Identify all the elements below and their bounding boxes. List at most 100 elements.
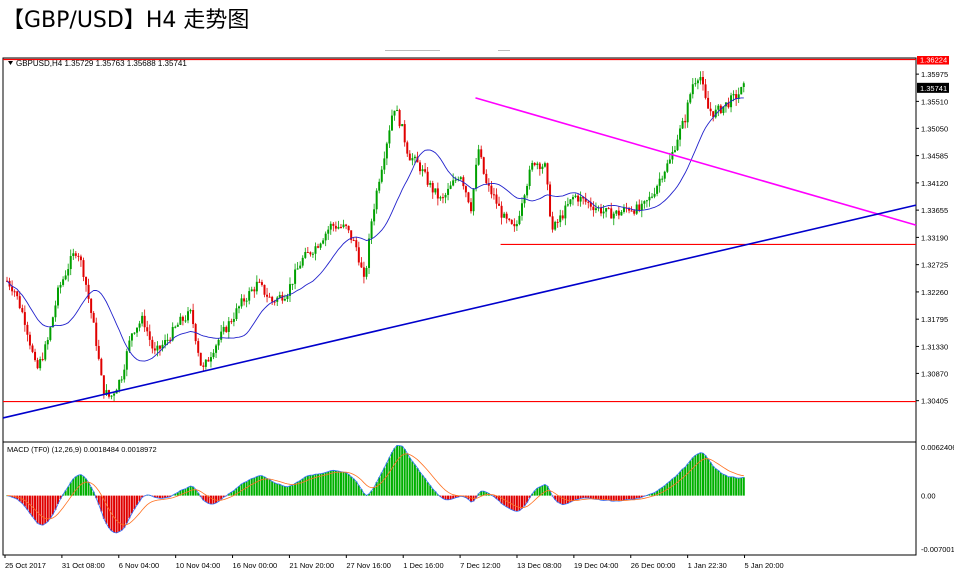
macd-bar [390, 452, 393, 496]
macd-bar [248, 479, 251, 496]
macd-bar [541, 485, 544, 496]
dropdown-icon[interactable] [8, 61, 13, 65]
candle-body [472, 188, 475, 212]
candle-body [176, 324, 179, 327]
candle-body [459, 177, 462, 180]
macd-bar [413, 464, 416, 496]
macd-bar [467, 495, 470, 500]
macd-bar [727, 476, 730, 496]
candle-body [373, 209, 376, 222]
candle-body [615, 210, 618, 214]
candle-body [169, 339, 172, 341]
candle-body [424, 169, 427, 172]
macd-bar [449, 495, 452, 500]
macd-bar [671, 478, 674, 496]
candle-body [538, 163, 541, 170]
candle-body [740, 87, 743, 95]
candle-body [260, 282, 263, 285]
macd-bar [388, 457, 391, 496]
candle-body [217, 339, 220, 346]
candle-body [319, 243, 322, 248]
macd-bar [605, 495, 608, 501]
candle-body [146, 327, 149, 332]
candle-body [701, 77, 704, 85]
macd-bar [49, 495, 52, 519]
macd-bar [689, 460, 692, 496]
candle-body [209, 357, 212, 362]
macd-bar [424, 478, 427, 496]
macd-bar [125, 495, 128, 524]
macd-bar [375, 482, 378, 496]
candle-body [271, 296, 274, 302]
macd-bar [480, 491, 483, 496]
candle-body [464, 186, 467, 193]
candle-body [651, 196, 654, 198]
candle-body [441, 197, 444, 199]
macd-bar [701, 453, 704, 496]
candle-body [510, 220, 513, 224]
candle-body [44, 344, 47, 360]
macd-bar [90, 486, 93, 496]
time-tick-label: 21 Nov 20:00 [289, 561, 334, 570]
macd-bar [635, 495, 638, 499]
macd-bar [475, 495, 478, 498]
macd-bar [240, 483, 243, 496]
macd-bar [41, 495, 44, 526]
macd-bar [444, 495, 447, 500]
trendline-ascending [2, 204, 917, 419]
candle-body [600, 207, 603, 214]
macd-bar [515, 495, 518, 512]
macd-bar [133, 495, 136, 510]
time-axis: 25 Oct 2017 31 Oct 08:00 6 Nov 04:00 10 Nov… [4, 555, 784, 570]
candle-body [449, 185, 452, 189]
macd-bar [79, 474, 82, 496]
chart-border [2, 57, 917, 556]
macd-bar [441, 495, 444, 499]
macd-bar [100, 495, 103, 512]
candle-body [610, 208, 613, 219]
candle-body [584, 198, 587, 202]
macd-bar [97, 495, 100, 505]
macd-bar [130, 495, 133, 514]
macd-bar [250, 478, 253, 496]
macd-bar [526, 495, 529, 503]
macd-bar [273, 482, 276, 496]
macd-bar [592, 495, 595, 500]
macd-bar [118, 495, 121, 532]
macd-bar [656, 490, 659, 496]
candle-body [556, 221, 559, 223]
candle-body [125, 351, 128, 370]
price-tick-label: 1.30405 [921, 397, 948, 406]
time-tick-label: 13 Dec 08:00 [517, 561, 562, 570]
macd-bar [717, 470, 720, 496]
candle-body [296, 268, 299, 270]
macd-bar [362, 493, 365, 496]
candle-body [375, 190, 378, 210]
candle-body [128, 340, 131, 352]
candle-body [411, 158, 414, 161]
macd-bar [408, 457, 411, 496]
candle-body [574, 195, 577, 198]
price-tick-label: 1.35510 [921, 97, 948, 106]
macd-bar [477, 493, 480, 496]
time-tick-label: 7 Dec 12:00 [460, 561, 500, 570]
macd-bar [294, 483, 297, 496]
macd-bar [543, 484, 546, 496]
candle-body [243, 298, 246, 302]
macd-bar [584, 495, 587, 498]
candle-body [141, 315, 144, 324]
macd-bar [266, 478, 269, 496]
candle-body [130, 333, 133, 341]
candle-body [204, 359, 207, 367]
candle-body [64, 275, 67, 280]
macd-bar [469, 495, 472, 502]
macd-bar [615, 495, 618, 501]
macd-bar [640, 495, 643, 498]
macd-bar [482, 491, 485, 496]
macd-bar [531, 493, 534, 496]
macd-bar [179, 490, 182, 496]
candle-body [671, 151, 674, 160]
macd-bar [378, 477, 381, 496]
macd-bar [561, 495, 564, 505]
macd-bar [161, 495, 164, 499]
